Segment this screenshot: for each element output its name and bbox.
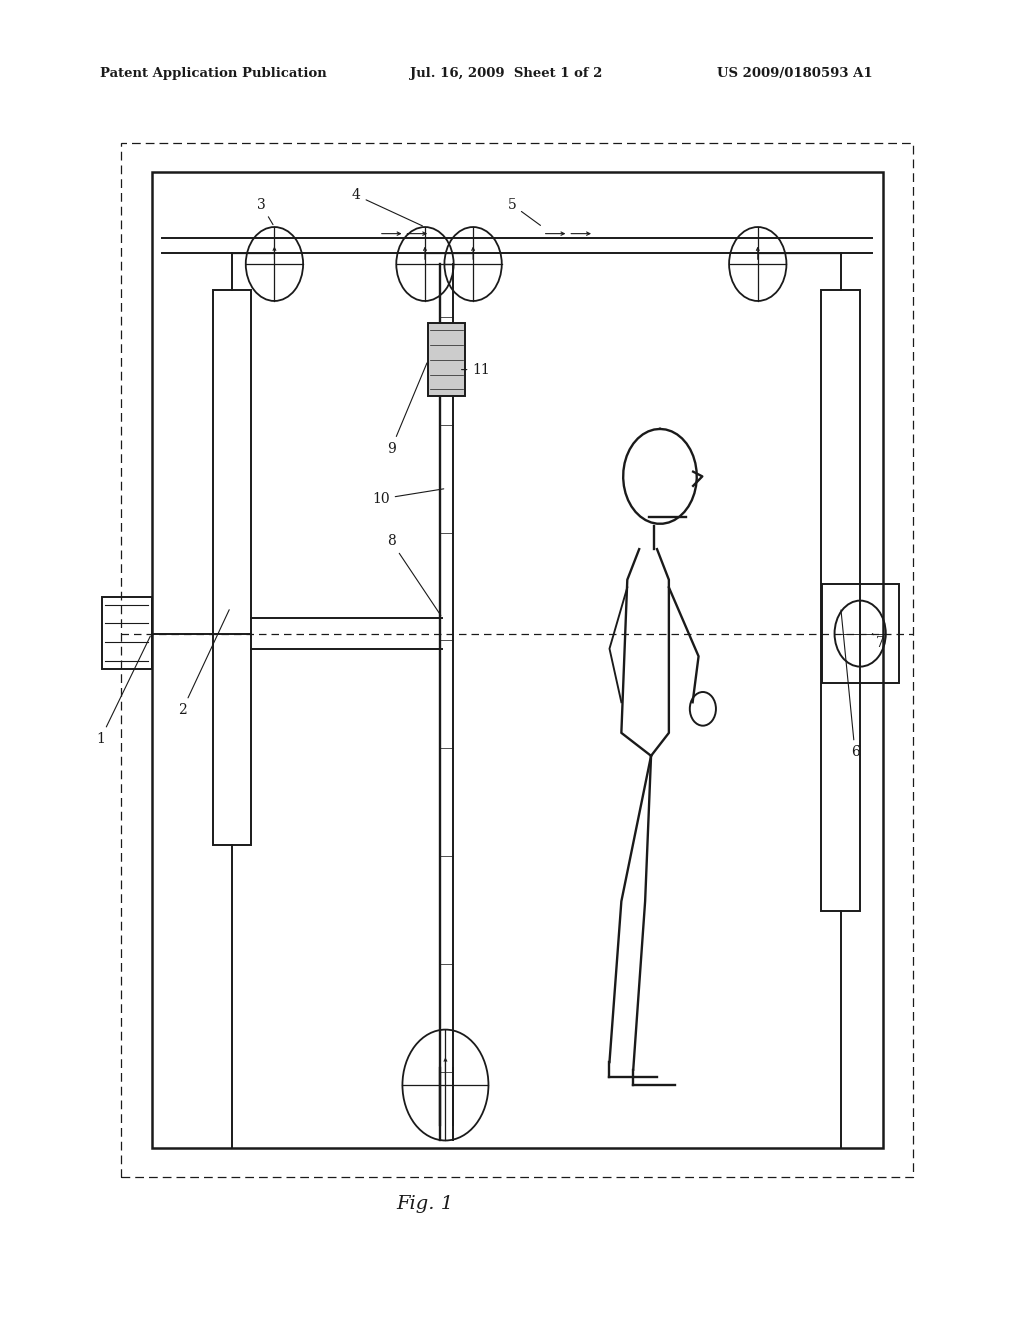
Text: 4: 4 xyxy=(352,189,423,226)
Bar xyxy=(102,597,152,669)
Bar xyxy=(213,290,251,845)
Bar xyxy=(821,290,860,911)
Bar xyxy=(121,143,913,1177)
Text: 2: 2 xyxy=(178,610,229,717)
Bar xyxy=(821,583,899,682)
Bar xyxy=(428,323,465,396)
Text: 8: 8 xyxy=(387,535,440,615)
Text: Patent Application Publication: Patent Application Publication xyxy=(100,67,327,81)
Text: 11: 11 xyxy=(462,363,490,376)
Text: 10: 10 xyxy=(372,488,443,506)
Text: US 2009/0180593 A1: US 2009/0180593 A1 xyxy=(717,67,872,81)
Text: Fig. 1: Fig. 1 xyxy=(396,1195,454,1213)
Text: 7: 7 xyxy=(872,634,885,649)
Text: Jul. 16, 2009  Sheet 1 of 2: Jul. 16, 2009 Sheet 1 of 2 xyxy=(410,67,602,81)
Text: 3: 3 xyxy=(257,198,273,224)
Text: 6: 6 xyxy=(841,610,859,759)
Text: 9: 9 xyxy=(387,363,427,455)
Bar xyxy=(152,172,883,1148)
Text: 5: 5 xyxy=(508,198,541,226)
Text: 1: 1 xyxy=(96,636,151,746)
